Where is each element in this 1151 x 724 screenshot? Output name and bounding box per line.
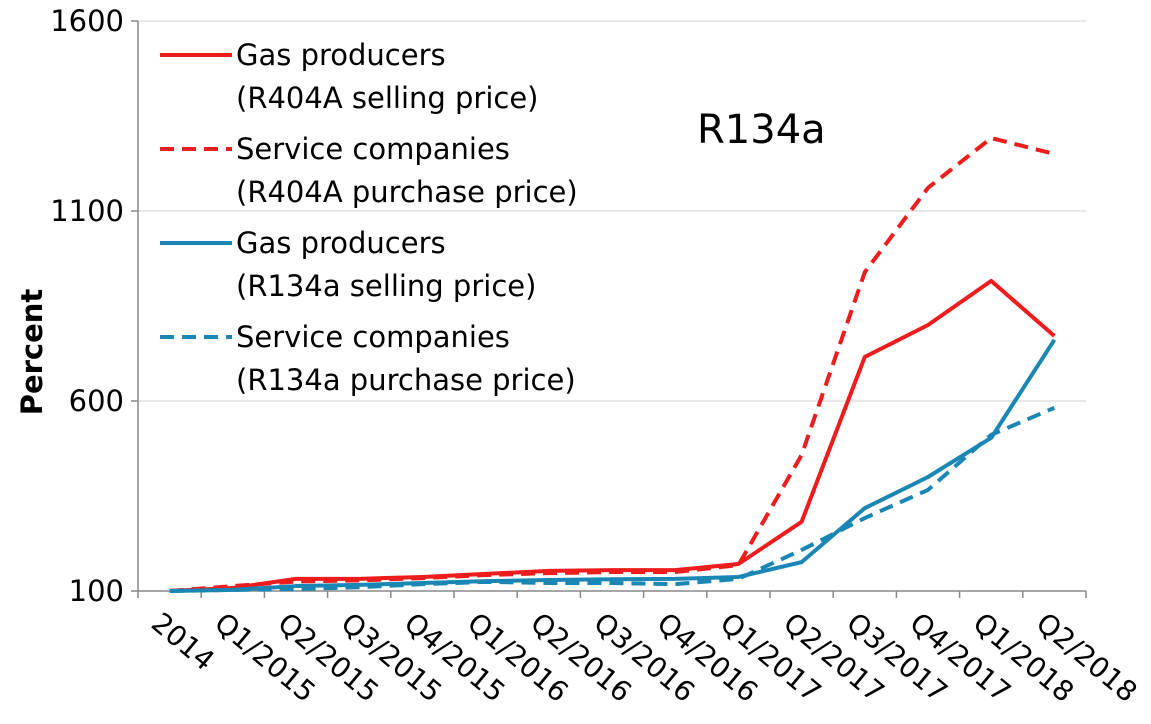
y-tick-label: 600: [69, 384, 124, 418]
legend-line: (R404A purchase price): [236, 175, 578, 209]
y-tick-label: 1600: [50, 4, 124, 38]
series-line: [169, 136, 1055, 593]
legend-line: (R134a purchase price): [236, 363, 576, 397]
legend-label: Service companies (R134a purchase price): [236, 320, 576, 397]
legend-line: Gas producers: [236, 38, 446, 72]
legend-label: Service companies (R404A purchase price): [236, 132, 578, 209]
y-axis-label: Percent: [15, 289, 49, 416]
annotation: R134a: [697, 107, 826, 153]
series-line: [169, 338, 1057, 593]
legend-line: Service companies: [236, 320, 510, 354]
series-line: [169, 406, 1056, 593]
legend-line: (R134a selling price): [236, 269, 536, 303]
legend-line: (R404A selling price): [236, 81, 539, 115]
y-tick-label: 100: [69, 574, 124, 608]
legend-label: Gas producers (R134a selling price): [236, 226, 536, 303]
y-tick-label: 1100: [50, 194, 124, 228]
legend-line: Service companies: [236, 132, 510, 166]
x-tick-label: 2014: [145, 606, 221, 677]
legend-label: Gas producers (R404A selling price): [236, 38, 539, 115]
legend-line: Gas producers: [236, 226, 446, 260]
